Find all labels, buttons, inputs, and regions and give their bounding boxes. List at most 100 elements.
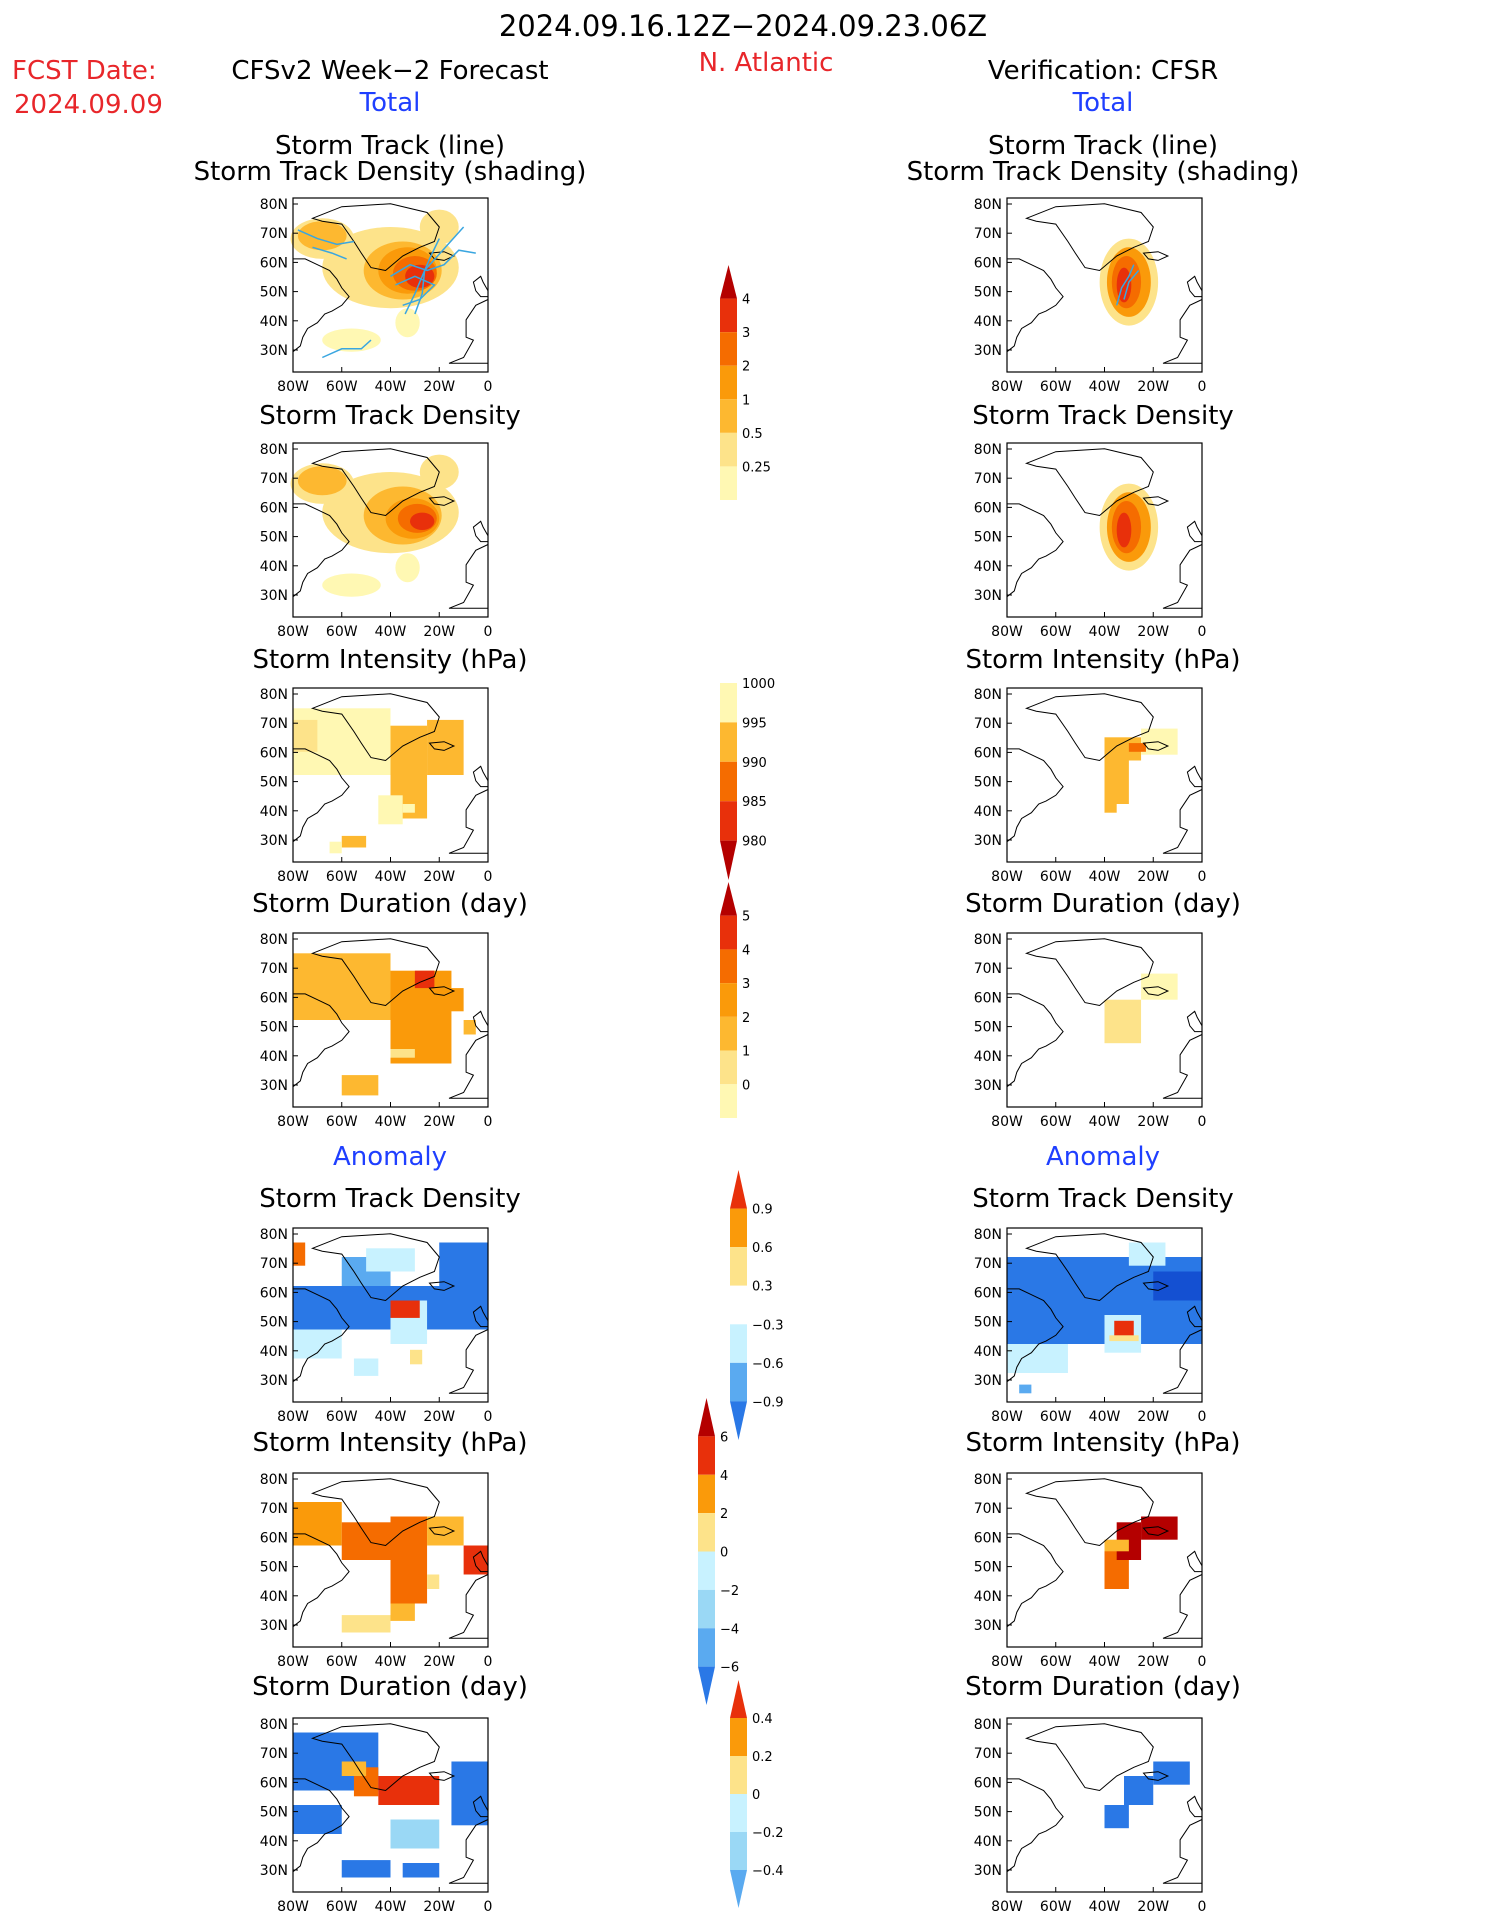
lat-tick-label: 40N	[974, 1834, 1002, 1850]
lat-tick-label: 40N	[260, 314, 288, 330]
lon-tick-label: 0	[1198, 624, 1207, 640]
colorbar-tick-label: −0.3	[752, 1318, 784, 1333]
lon-tick-label: 20W	[1137, 1409, 1169, 1425]
lon-tick-label: 40W	[375, 1899, 407, 1915]
lon-tick-label: 60W	[326, 624, 358, 640]
lon-tick-label: 40W	[1089, 624, 1121, 640]
lon-tick-label: 60W	[326, 869, 358, 885]
lon-tick-label: 20W	[423, 1899, 455, 1915]
lat-tick-label: 80N	[974, 197, 1002, 213]
lat-tick-label: 70N	[260, 471, 288, 487]
lat-tick-label: 30N	[974, 1373, 1002, 1389]
right-column-title: Verification: CFSR	[987, 56, 1219, 86]
lon-tick-label: 40W	[1089, 869, 1121, 885]
lon-tick-label: 60W	[326, 1654, 358, 1670]
lat-tick-label: 40N	[974, 1049, 1002, 1065]
map-anom-duration-forecast: 80N 70N 60N 50N 40N 30N 80W 60W 40W 20W 0	[260, 1717, 493, 1915]
title-track-density-right: Storm Track Density	[972, 401, 1234, 431]
title-track-density-left: Storm Track Density	[259, 401, 521, 431]
colorbar-tick-label: 985	[742, 795, 767, 810]
map-duration-verification: 80N 70N 60N 50N 40N 30N 80W 60W 40W 20W 0	[974, 932, 1207, 1130]
lat-tick-label: 80N	[974, 442, 1002, 458]
fcst-date-value: 2024.09.09	[14, 90, 163, 120]
colorbar-tick-label: 980	[742, 835, 767, 850]
colorbar-tick-label: −0.2	[752, 1826, 784, 1841]
colorbar-duration-anom: 0.4 0.2 0 −0.2 −0.4	[730, 1680, 784, 1908]
colorbar-tick-label: −0.6	[752, 1357, 784, 1372]
lat-tick-label: 50N	[974, 1805, 1002, 1821]
lat-tick-label: 60N	[260, 500, 288, 516]
lat-tick-label: 80N	[974, 1472, 1002, 1488]
lat-tick-label: 60N	[974, 745, 1002, 761]
lat-tick-label: 50N	[260, 1315, 288, 1331]
lon-tick-label: 80W	[991, 1899, 1023, 1915]
colorbar-tick-label: 0.3	[752, 1280, 773, 1295]
lon-tick-label: 80W	[277, 379, 309, 395]
lat-tick-label: 30N	[974, 1618, 1002, 1634]
title-anom-intensity-right: Storm Intensity (hPa)	[965, 1428, 1241, 1458]
colorbar-tick-label: 4	[742, 943, 750, 958]
map-intensity-forecast: 80N 70N 60N 50N 40N 30N 80W 60W 40W 20W 0	[260, 687, 493, 885]
lat-tick-label: 40N	[974, 559, 1002, 575]
track-line	[404, 238, 440, 315]
lat-tick-label: 50N	[260, 775, 288, 791]
lat-tick-label: 30N	[974, 343, 1002, 359]
colorbar-tick-label: 4	[720, 1469, 728, 1484]
lat-tick-label: 30N	[260, 1078, 288, 1094]
lon-tick-label: 40W	[1089, 1409, 1121, 1425]
lon-tick-label: 20W	[423, 869, 455, 885]
lon-tick-label: 20W	[423, 624, 455, 640]
lat-tick-label: 40N	[260, 1049, 288, 1065]
lat-tick-label: 80N	[260, 197, 288, 213]
lat-tick-label: 30N	[974, 1863, 1002, 1879]
lon-tick-label: 0	[1198, 1899, 1207, 1915]
lat-tick-label: 80N	[974, 932, 1002, 948]
lat-tick-label: 30N	[260, 1863, 288, 1879]
lat-tick-label: 40N	[260, 1344, 288, 1360]
lon-tick-label: 60W	[1040, 379, 1072, 395]
lat-tick-label: 50N	[974, 775, 1002, 791]
lat-tick-label: 30N	[260, 1373, 288, 1389]
track-line	[414, 226, 465, 315]
colorbar-tick-label: 0.2	[752, 1750, 773, 1765]
lon-tick-label: 0	[1198, 379, 1207, 395]
map-density-verification: 80N 70N 60N 50N 40N 30N 80W 60W 40W 20W 0	[974, 442, 1207, 640]
lat-tick-label: 70N	[260, 961, 288, 977]
lat-tick-label: 70N	[974, 1746, 1002, 1762]
lat-tick-label: 50N	[260, 1805, 288, 1821]
track-line	[312, 246, 347, 260]
lat-tick-label: 40N	[974, 804, 1002, 820]
lat-tick-label: 80N	[974, 1717, 1002, 1733]
colorbar-tick-label: 995	[742, 716, 767, 731]
lat-tick-label: 30N	[260, 1618, 288, 1634]
track-line	[1123, 270, 1140, 300]
lat-tick-label: 60N	[260, 255, 288, 271]
title-anom-duration-right: Storm Duration (day)	[965, 1672, 1241, 1702]
colorbar-tick-label: 0.5	[742, 427, 763, 442]
colorbar-tick-label: 1	[742, 393, 750, 408]
track-line	[321, 339, 372, 359]
title-anom-density-left: Storm Track Density	[259, 1184, 521, 1214]
map-anom-intensity-verification: 80N 70N 60N 50N 40N 30N 80W 60W 40W 20W 0	[974, 1472, 1207, 1670]
lon-tick-label: 20W	[423, 1114, 455, 1130]
lat-tick-label: 50N	[974, 530, 1002, 546]
lon-tick-label: 0	[484, 869, 493, 885]
lat-tick-label: 80N	[260, 442, 288, 458]
title-anom-density-right: Storm Track Density	[972, 1184, 1234, 1214]
lon-tick-label: 60W	[1040, 869, 1072, 885]
lon-tick-label: 60W	[1040, 1114, 1072, 1130]
lat-tick-label: 80N	[260, 1717, 288, 1733]
title-track-density-shading-right: Storm Track Density (shading)	[906, 157, 1300, 187]
colorbar-tick-label: 0	[720, 1546, 728, 1561]
colorbar-tick-label: 2	[742, 1011, 750, 1026]
lon-tick-label: 40W	[375, 869, 407, 885]
period-title: 2024.09.16.12Z−2024.09.23.06Z	[498, 9, 988, 43]
lat-tick-label: 40N	[974, 314, 1002, 330]
colorbar-density-total: 0.25 0.5 1 2 3 4	[720, 265, 771, 500]
lon-tick-label: 0	[484, 1409, 493, 1425]
lon-tick-label: 20W	[423, 1409, 455, 1425]
lon-tick-label: 20W	[423, 379, 455, 395]
map-density-forecast: 80N 70N 60N 50N 40N 30N 80W 60W 40W 20W 0	[260, 442, 493, 640]
lat-tick-label: 70N	[974, 1501, 1002, 1517]
